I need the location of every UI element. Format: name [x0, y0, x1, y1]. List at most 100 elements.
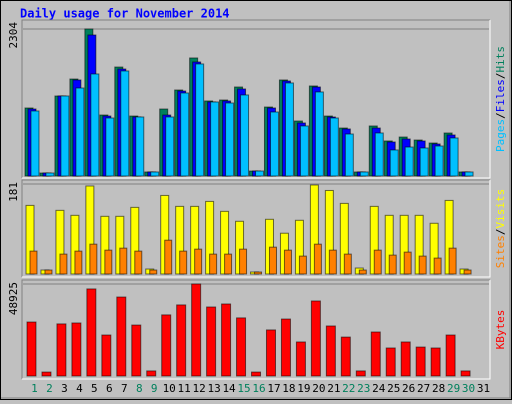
panel	[22, 280, 490, 379]
bar	[240, 94, 250, 177]
bar	[328, 249, 337, 275]
bar	[388, 254, 397, 275]
panel-edge	[21, 279, 490, 379]
bar	[120, 70, 130, 177]
legend-entry: Sites	[494, 235, 507, 268]
bar	[374, 132, 384, 177]
bar	[180, 92, 190, 177]
bar	[161, 314, 172, 377]
legend: Sites/Visits	[494, 189, 507, 269]
bar	[445, 334, 456, 377]
bar	[299, 125, 309, 177]
bar	[221, 303, 232, 377]
x-tick-label: 16	[252, 382, 265, 395]
legend-separator: /	[494, 73, 507, 80]
bar	[209, 253, 218, 275]
bar	[340, 336, 351, 377]
x-tick-label: 6	[106, 382, 113, 395]
x-tick-label: 24	[372, 382, 386, 395]
bar	[29, 250, 38, 275]
bar	[434, 145, 444, 177]
bar	[225, 102, 235, 177]
bar	[59, 253, 68, 275]
legend-entry: Pages	[494, 119, 507, 152]
x-tick-label: 9	[151, 382, 158, 395]
bar	[448, 247, 457, 275]
y-tick-label: 181	[7, 182, 20, 202]
bar	[370, 331, 381, 377]
bar	[75, 87, 85, 177]
x-tick-label: 18	[282, 382, 295, 395]
bar	[284, 82, 294, 177]
bar	[251, 371, 262, 377]
panel-edge	[21, 19, 490, 178]
x-tick-label: 14	[222, 382, 236, 395]
y-tick-label: 48925	[7, 282, 20, 315]
bar	[206, 306, 217, 377]
bar	[433, 257, 442, 275]
legend: Pages/Files/Hits	[494, 46, 507, 152]
bar	[359, 171, 369, 177]
bar	[268, 246, 277, 275]
bar	[44, 269, 53, 275]
x-tick-label: 15	[237, 382, 250, 395]
bar	[415, 346, 426, 377]
bar	[373, 249, 382, 275]
bar	[195, 63, 205, 177]
bar	[119, 247, 128, 275]
x-tick-label: 1	[31, 382, 38, 395]
bar	[255, 170, 265, 177]
bar	[146, 370, 157, 377]
bar	[135, 116, 145, 177]
bar	[419, 147, 429, 177]
x-tick-label: 7	[121, 382, 128, 395]
bar	[313, 243, 322, 275]
bar	[254, 271, 263, 275]
y-tick-label: 2304	[7, 22, 20, 49]
bar	[56, 323, 67, 377]
x-tick-label: 29	[447, 382, 460, 395]
bar	[101, 334, 112, 377]
bar	[176, 304, 187, 377]
bar	[400, 341, 411, 377]
bar	[191, 283, 202, 377]
bar	[344, 133, 354, 177]
panel-edge	[22, 20, 491, 179]
bar	[210, 101, 220, 177]
legend-separator: /	[494, 112, 507, 119]
bar	[90, 73, 100, 177]
x-tick-label: 26	[402, 382, 415, 395]
x-tick-label: 28	[432, 382, 445, 395]
bar	[314, 91, 324, 177]
x-tick-label: 25	[387, 382, 400, 395]
bar	[269, 111, 279, 177]
bar	[265, 329, 276, 377]
bar	[86, 288, 97, 377]
x-tick-label: 19	[297, 382, 310, 395]
bar	[298, 255, 307, 275]
bar	[280, 318, 291, 377]
panel-edge	[22, 180, 491, 278]
bar	[403, 251, 412, 275]
bar	[105, 117, 115, 177]
x-tick-label: 11	[178, 382, 191, 395]
bar	[355, 370, 366, 377]
bar	[164, 239, 173, 275]
bar	[389, 149, 399, 177]
bar	[179, 250, 188, 275]
legend-entry: KBytes	[494, 310, 507, 350]
x-tick-label: 20	[312, 382, 325, 395]
bar	[295, 341, 306, 377]
bar	[430, 347, 441, 377]
x-tick-label: 4	[76, 382, 83, 395]
legend-entry: Files	[494, 79, 507, 112]
bar	[134, 250, 143, 275]
bar	[358, 269, 367, 275]
bar	[45, 172, 55, 177]
bar	[131, 324, 142, 377]
bar	[149, 269, 158, 275]
chart-title: Daily usage for November 2014	[20, 7, 230, 21]
bar	[74, 250, 83, 275]
bar	[329, 117, 339, 177]
x-tick-label: 17	[267, 382, 280, 395]
